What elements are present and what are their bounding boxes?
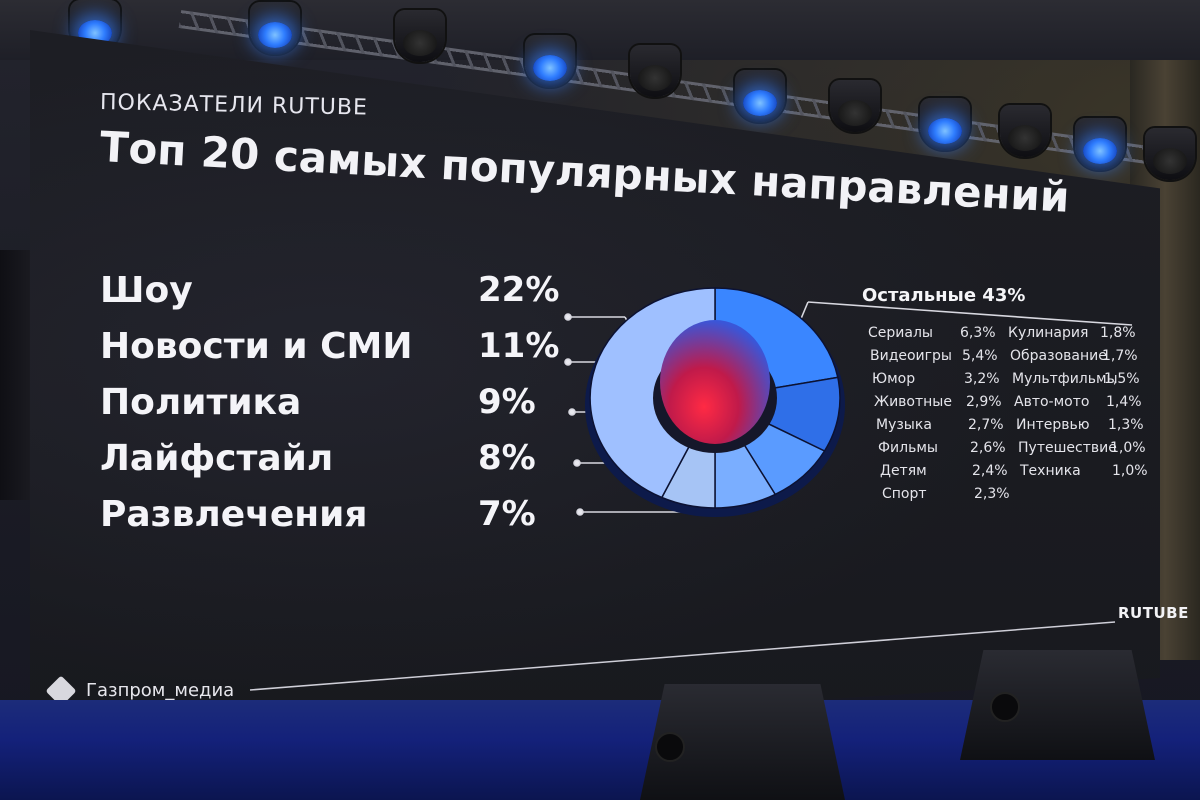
others-item: Путешествие 1,0% [1018, 440, 1148, 460]
others-item-percent: 1,8% [1100, 325, 1136, 341]
others-item-name: Животные [874, 394, 952, 410]
category-percent: 7% [478, 494, 536, 534]
others-item-percent: 2,9% [966, 394, 1002, 410]
others-item: Кулинария 1,8% [1008, 325, 1138, 345]
stage-light [395, 10, 445, 62]
others-item-percent: 1,0% [1110, 440, 1146, 456]
stage-light [1000, 105, 1050, 157]
others-item-name: Детям [880, 463, 927, 479]
others-item-percent: 1,0% [1112, 463, 1148, 479]
others-item-name: Видеоигры [870, 348, 952, 364]
stage-monitor-speaker [960, 650, 1155, 760]
stage-light [920, 98, 970, 150]
ceiling [0, 0, 1200, 60]
category-row: Лайфстайл 8% [100, 438, 560, 488]
stage-light [830, 80, 880, 132]
others-item: Фильмы 2,6% [878, 440, 1008, 460]
category-name: Политика [100, 382, 302, 423]
others-item-name: Сериалы [868, 325, 933, 341]
others-title: Остальные 43% [862, 285, 1026, 306]
others-item-percent: 6,3% [960, 325, 996, 341]
gazprom-media-logo: Газпром_медиа [45, 675, 235, 707]
others-item-name: Юмор [872, 371, 916, 387]
category-percent: 8% [478, 438, 536, 478]
others-item-name: Кулинария [1008, 325, 1089, 341]
others-item: Музыка 2,7% [876, 417, 1006, 437]
others-item-percent: 2,4% [972, 463, 1008, 479]
others-item: Сериалы 6,3% [868, 325, 998, 345]
others-item-percent: 3,2% [964, 371, 1000, 387]
category-percent: 11% [478, 326, 560, 366]
others-item-percent: 2,3% [974, 486, 1010, 502]
others-item: Спорт 2,3% [882, 486, 1012, 506]
category-name: Лайфстайл [100, 438, 334, 479]
rutube-logo: RUTUBE [1118, 604, 1189, 622]
others-item-name: Авто-мото [1014, 394, 1090, 410]
others-item: Техника 1,0% [1020, 463, 1150, 483]
others-item: Интервью 1,3% [1016, 417, 1146, 437]
others-item: Авто-мото 1,4% [1014, 394, 1144, 414]
stage-light [630, 45, 680, 97]
stage-light [1145, 128, 1195, 180]
donut-chart [585, 287, 845, 517]
others-item-name: Фильмы [878, 440, 938, 456]
others-item: Мультфильмы 1,5% [1012, 371, 1142, 391]
stage-light [1075, 118, 1125, 170]
category-name: Шоу [100, 270, 193, 311]
stage-light [250, 2, 300, 54]
others-item-percent: 1,4% [1106, 394, 1142, 410]
stage-light [735, 70, 785, 122]
others-item-percent: 1,7% [1102, 348, 1138, 364]
gazprom-logo-text: Газпром_медиа [86, 680, 235, 701]
others-item: Юмор 3,2% [872, 371, 1002, 391]
others-item-name: Путешествие [1018, 440, 1117, 456]
others-item-percent: 1,3% [1108, 417, 1144, 433]
category-name: Развлечения [100, 494, 368, 535]
others-item-percent: 2,7% [968, 417, 1004, 433]
others-item-name: Образование [1010, 348, 1107, 364]
others-item: Образование 1,7% [1010, 348, 1140, 368]
others-item: Видеоигры 5,4% [870, 348, 1000, 368]
category-row: Шоу 22% [100, 270, 560, 320]
category-row: Развлечения 7% [100, 494, 560, 544]
category-percent: 22% [478, 270, 560, 310]
stage-monitor-speaker [640, 684, 845, 800]
category-percent: 9% [478, 382, 536, 422]
others-item: Детям 2,4% [880, 463, 1010, 483]
stage-light [525, 35, 575, 87]
donut-center [660, 320, 770, 444]
others-item-name: Спорт [882, 486, 927, 502]
others-item-percent: 2,6% [970, 440, 1006, 456]
others-item-name: Интервью [1016, 417, 1090, 433]
category-name: Новости и СМИ [100, 326, 413, 367]
category-row: Новости и СМИ 11% [100, 326, 560, 376]
others-item-name: Техника [1020, 463, 1081, 479]
category-row: Политика 9% [100, 382, 560, 432]
others-item-name: Мультфильмы [1012, 371, 1118, 387]
others-item: Животные 2,9% [874, 394, 1004, 414]
others-item-percent: 1,5% [1104, 371, 1140, 387]
others-item-percent: 5,4% [962, 348, 998, 364]
others-item-name: Музыка [876, 417, 932, 433]
